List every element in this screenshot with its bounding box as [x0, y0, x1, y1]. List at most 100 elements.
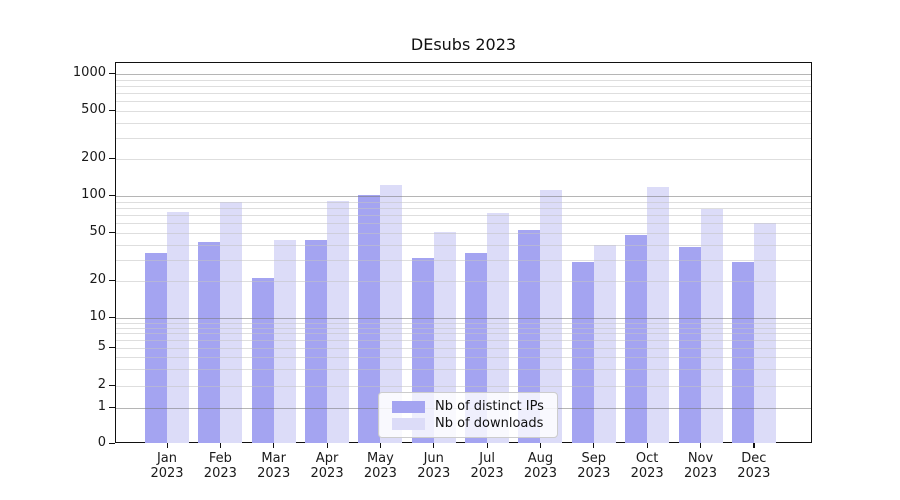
x-tick-label: Oct 2023 — [615, 451, 679, 482]
bar-downloads — [380, 185, 403, 443]
legend-row: Nb of distinct IPs — [392, 398, 549, 415]
y-tick — [109, 194, 115, 196]
legend-label: Nb of distinct IPs — [435, 399, 544, 414]
bar-downloads — [700, 208, 723, 443]
x-tick-year: 2023 — [310, 466, 344, 482]
bar-distinct-ips — [198, 242, 221, 443]
gridline-minor — [116, 79, 811, 81]
gridline-minor — [116, 244, 811, 246]
x-tick — [379, 443, 382, 448]
x-tick-label: Apr 2023 — [295, 451, 359, 482]
gridline-minor — [116, 101, 811, 103]
x-tick-year: 2023 — [523, 466, 557, 482]
bar-distinct-ips — [625, 235, 648, 443]
bar-downloads — [593, 244, 616, 443]
legend-label: Nb of downloads — [435, 416, 544, 431]
x-tick-label: Mar 2023 — [242, 451, 306, 482]
bar-distinct-ips — [571, 261, 594, 443]
gridline-minor — [116, 327, 811, 329]
x-tick-year: 2023 — [257, 466, 291, 482]
x-tick — [326, 443, 328, 448]
gridline-minor — [116, 259, 811, 261]
legend-swatch-distinct-ips — [392, 400, 425, 413]
gridline-minor — [116, 386, 811, 387]
y-tick-label: 50 — [89, 224, 106, 239]
bar-distinct-ips — [518, 229, 541, 443]
x-tick-month: Jan — [156, 451, 178, 466]
x-tick-month: Jun — [423, 451, 444, 466]
y-tick — [109, 316, 115, 318]
x-tick-year: 2023 — [683, 466, 718, 482]
x-tick-label: May 2023 — [348, 451, 412, 482]
x-tick-month: Dec — [741, 451, 767, 466]
gridline-minor — [116, 348, 811, 349]
bar-downloads — [753, 223, 776, 443]
x-tick — [219, 443, 222, 448]
y-tick-label: 20 — [89, 272, 106, 287]
gridline-minor — [116, 223, 811, 225]
y-tick-label: 100 — [81, 187, 106, 202]
y-tick — [109, 406, 115, 408]
bar-distinct-ips — [358, 194, 381, 443]
gridline-minor — [116, 159, 811, 160]
bar-downloads — [433, 231, 456, 443]
x-tick-label: Nov 2023 — [669, 451, 733, 482]
x-tick-month: Feb — [208, 451, 232, 466]
x-tick-year: 2023 — [363, 466, 397, 482]
plot-area: Nb of distinct IPs Nb of downloads — [115, 62, 812, 443]
gridline-minor — [116, 85, 811, 87]
y-tick — [109, 72, 115, 74]
gridline-minor — [116, 281, 811, 282]
x-tick-year: 2023 — [737, 466, 771, 482]
y-tick-label: 10 — [89, 309, 106, 324]
gridlines-layer — [116, 63, 811, 442]
y-tick — [109, 157, 115, 159]
y-tick-label: 500 — [81, 102, 106, 117]
gridline-minor — [116, 207, 811, 209]
x-tick-label: Jul 2023 — [455, 451, 519, 482]
gridline-minor — [116, 201, 811, 203]
x-tick-month: Sep — [581, 451, 607, 466]
gridline-major — [116, 73, 811, 75]
bar-downloads — [167, 212, 189, 443]
bar-downloads — [540, 190, 563, 443]
bar-distinct-ips — [305, 239, 328, 443]
bar-downloads — [327, 201, 350, 443]
x-tick-label: Dec 2023 — [722, 451, 786, 482]
gridline-minor — [116, 322, 811, 324]
x-tick — [166, 443, 168, 448]
gridline-minor — [116, 357, 811, 359]
y-tick-label: 2 — [97, 377, 106, 392]
chart-title: DEsubs 2023 — [410, 35, 517, 54]
x-tick-label: Jan 2023 — [135, 451, 199, 482]
x-tick-label: Sep 2023 — [562, 451, 626, 482]
x-tick-month: Apr — [315, 451, 339, 466]
x-tick-label: Jun 2023 — [402, 451, 466, 482]
legend: Nb of distinct IPs Nb of downloads — [378, 392, 558, 438]
y-tick — [109, 109, 115, 111]
x-tick — [753, 443, 755, 448]
x-tick — [700, 443, 702, 448]
y-tick-label: 1 — [97, 399, 106, 414]
gridline-minor — [116, 111, 811, 112]
y-tick-label: 1000 — [72, 65, 106, 80]
y-tick-label: 0 — [97, 435, 106, 450]
legend-swatch-downloads — [392, 417, 425, 430]
x-tick-month: Mar — [261, 451, 286, 466]
x-tick — [486, 443, 488, 448]
gridline-minor — [116, 137, 811, 139]
y-tick — [109, 384, 115, 386]
gridline-minor — [116, 340, 811, 342]
gridline-major — [116, 317, 811, 319]
x-tick-label: Feb 2023 — [188, 451, 252, 482]
gridline-minor — [116, 333, 811, 335]
x-tick-month: Jul — [479, 451, 495, 466]
y-tick — [109, 346, 115, 348]
bar-downloads — [647, 186, 670, 443]
x-tick — [593, 443, 595, 448]
x-tick-year: 2023 — [203, 466, 237, 482]
bar-downloads — [273, 239, 296, 443]
x-tick-month: Oct — [635, 451, 659, 466]
x-tick-year: 2023 — [470, 466, 504, 482]
